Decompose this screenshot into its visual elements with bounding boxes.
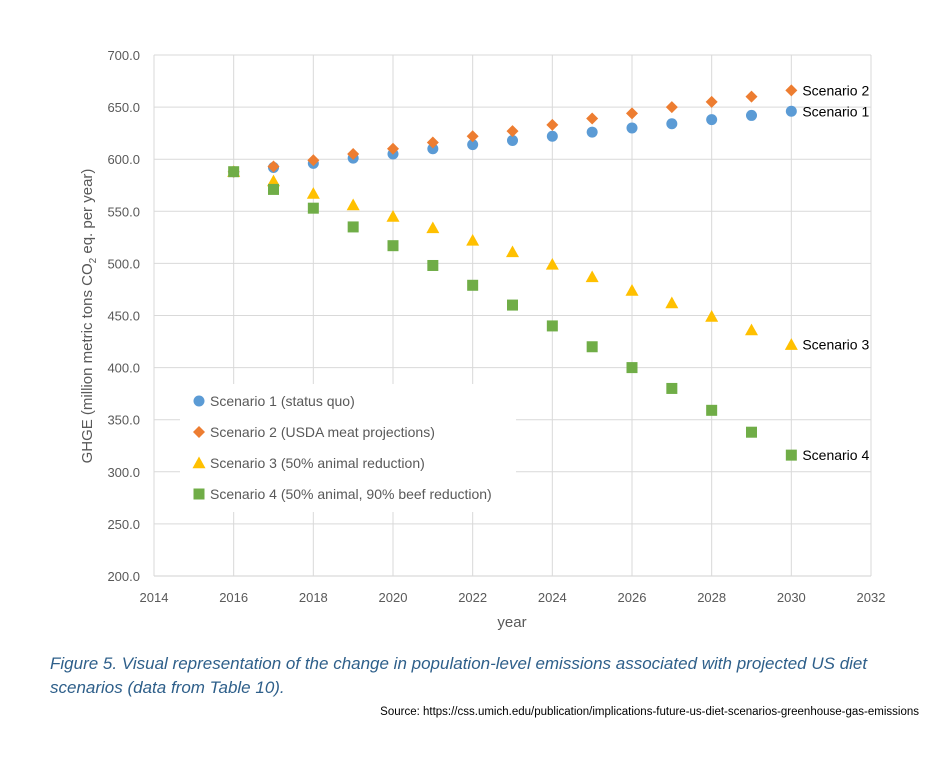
data-point-scenario-4: [626, 362, 638, 374]
data-point-scenario-2: [426, 136, 439, 149]
data-point-scenario-2: [347, 147, 360, 160]
data-point-scenario-2: [466, 130, 479, 143]
figure-caption: Figure 5. Visual representation of the c…: [50, 654, 868, 697]
data-point-scenario-3: [506, 245, 519, 258]
data-point-scenario-2: [387, 142, 399, 155]
data-point-scenario-4: [746, 426, 757, 438]
data-point-scenario-4: [507, 299, 518, 311]
legend-marker-scenario-4: [193, 488, 205, 500]
source-line: Source: https://css.umich.edu/publicatio…: [380, 706, 919, 718]
data-point-scenario-4: [268, 183, 279, 195]
end-label-scenario-3: Scenario 3: [802, 337, 869, 353]
data-point-scenario-2: [307, 154, 320, 167]
data-point-scenario-1: [546, 130, 558, 142]
y-tick-label: 450.0: [107, 309, 140, 324]
x-tick-label: 2016: [219, 590, 248, 605]
y-tick-label: 400.0: [107, 361, 140, 376]
data-point-scenario-3: [426, 221, 440, 234]
data-point-scenario-3: [386, 210, 400, 222]
data-point-scenario-2: [665, 101, 678, 114]
chart-container: 200.0 250.0 300.0 350.0 400.0 450.0 500.0 550.0…: [79, 48, 886, 631]
x-tick-label: 2030: [777, 590, 806, 605]
end-label-scenario-2: Scenario 2: [802, 82, 869, 98]
x-axis-label: year: [497, 614, 526, 631]
data-point-scenario-1: [467, 139, 479, 151]
data-point-scenario-4: [228, 166, 240, 178]
scatter-chart: 200.0 250.0 300.0 350.0 400.0 450.0 500.0 550.0…: [79, 48, 886, 631]
legend-marker-scenario-3: [192, 456, 206, 469]
x-tick-label: 2018: [299, 590, 328, 605]
data-point-scenario-2: [546, 118, 559, 131]
y-axis-label: GHGE (million metric tons CO2 eq. per ye…: [79, 169, 99, 464]
data-point-scenario-2: [267, 160, 280, 173]
end-label-scenario-1: Scenario 1: [802, 103, 869, 119]
data-point-scenario-4: [785, 449, 797, 461]
data-point-scenario-2: [626, 107, 638, 120]
legend-label-scenario-1: Scenario 1 (status quo): [210, 393, 355, 409]
data-point-scenario-3: [585, 270, 599, 283]
x-tick-label: 2028: [697, 590, 726, 605]
data-point-scenario-4: [706, 404, 718, 416]
series-end-labels: Scenario 1 Scenario 2 Scenario 3 Scenario 4: [802, 82, 869, 463]
data-point-scenario-4: [387, 240, 399, 252]
data-point-scenario-4: [586, 341, 598, 353]
data-point-scenario-1: [507, 134, 518, 146]
data-point-scenario-4: [307, 202, 319, 214]
data-point-scenario-4: [427, 259, 439, 271]
data-point-scenario-3: [625, 283, 639, 296]
data-point-scenario-3: [267, 174, 280, 187]
legend: Scenario 1 (status quo) Scenario 2 (USDA …: [180, 384, 516, 512]
y-tick-label: 700.0: [107, 48, 140, 63]
y-tick-label: 200.0: [107, 569, 140, 584]
data-point-scenario-2: [586, 112, 599, 125]
x-tick-label: 2024: [538, 590, 567, 605]
x-tick-label: 2014: [140, 590, 169, 605]
data-point-scenario-1: [746, 109, 757, 121]
legend-label-scenario-4: Scenario 4 (50% animal, 90% beef reducti…: [210, 486, 492, 502]
legend-label-scenario-2: Scenario 2 (USDA meat projections): [210, 424, 435, 440]
x-tick-label: 2032: [857, 590, 886, 605]
y-tick-label: 250.0: [107, 517, 140, 532]
data-point-scenario-1: [666, 118, 678, 130]
legend-marker-scenario-1: [193, 395, 205, 407]
y-tick-label: 600.0: [107, 152, 140, 167]
data-point-scenario-2: [705, 95, 718, 108]
y-tick-label: 650.0: [107, 100, 140, 115]
y-tick-label: 350.0: [107, 413, 140, 428]
data-point-scenario-2: [785, 84, 798, 97]
legend-background: [180, 384, 516, 512]
y-tick-label: 550.0: [107, 204, 140, 219]
legend-marker-scenario-2: [193, 426, 205, 438]
data-point-scenario-3: [346, 198, 360, 211]
data-point-scenario-2: [506, 125, 519, 138]
data-point-scenario-3: [705, 310, 719, 322]
data-point-scenario-3: [466, 233, 480, 246]
data-point-scenario-3: [665, 296, 679, 309]
end-label-scenario-4: Scenario 4: [802, 447, 869, 463]
y-tick-label: 500.0: [107, 256, 140, 271]
x-tick-label: 2022: [458, 590, 487, 605]
data-point-scenario-3: [745, 323, 758, 336]
legend-label-scenario-3: Scenario 3 (50% animal reduction): [210, 455, 425, 471]
y-tick-label: 300.0: [107, 465, 140, 480]
data-point-scenario-3: [545, 257, 559, 270]
data-point-scenario-1: [586, 126, 598, 138]
data-point-scenario-1: [785, 105, 797, 117]
data-point-scenario-1: [626, 122, 638, 134]
x-tick-label: 2020: [379, 590, 408, 605]
x-tick-labels: 2014 2016 2018 2020 2022 2024 2026 2028 2030 2032: [140, 590, 886, 605]
y-tick-labels: 200.0 250.0 300.0 350.0 400.0 450.0 500.0 550.0…: [107, 48, 140, 584]
data-point-scenario-4: [347, 221, 359, 233]
data-point-scenario-2: [745, 90, 758, 103]
data-point-scenario-4: [546, 320, 558, 332]
data-points: [227, 84, 798, 461]
data-point-scenario-3: [784, 338, 798, 350]
data-point-scenario-4: [666, 382, 678, 394]
data-point-scenario-1: [427, 143, 439, 155]
x-tick-label: 2026: [618, 590, 647, 605]
data-point-scenario-1: [706, 114, 718, 126]
data-point-scenario-3: [306, 187, 320, 199]
data-point-scenario-4: [467, 279, 479, 291]
